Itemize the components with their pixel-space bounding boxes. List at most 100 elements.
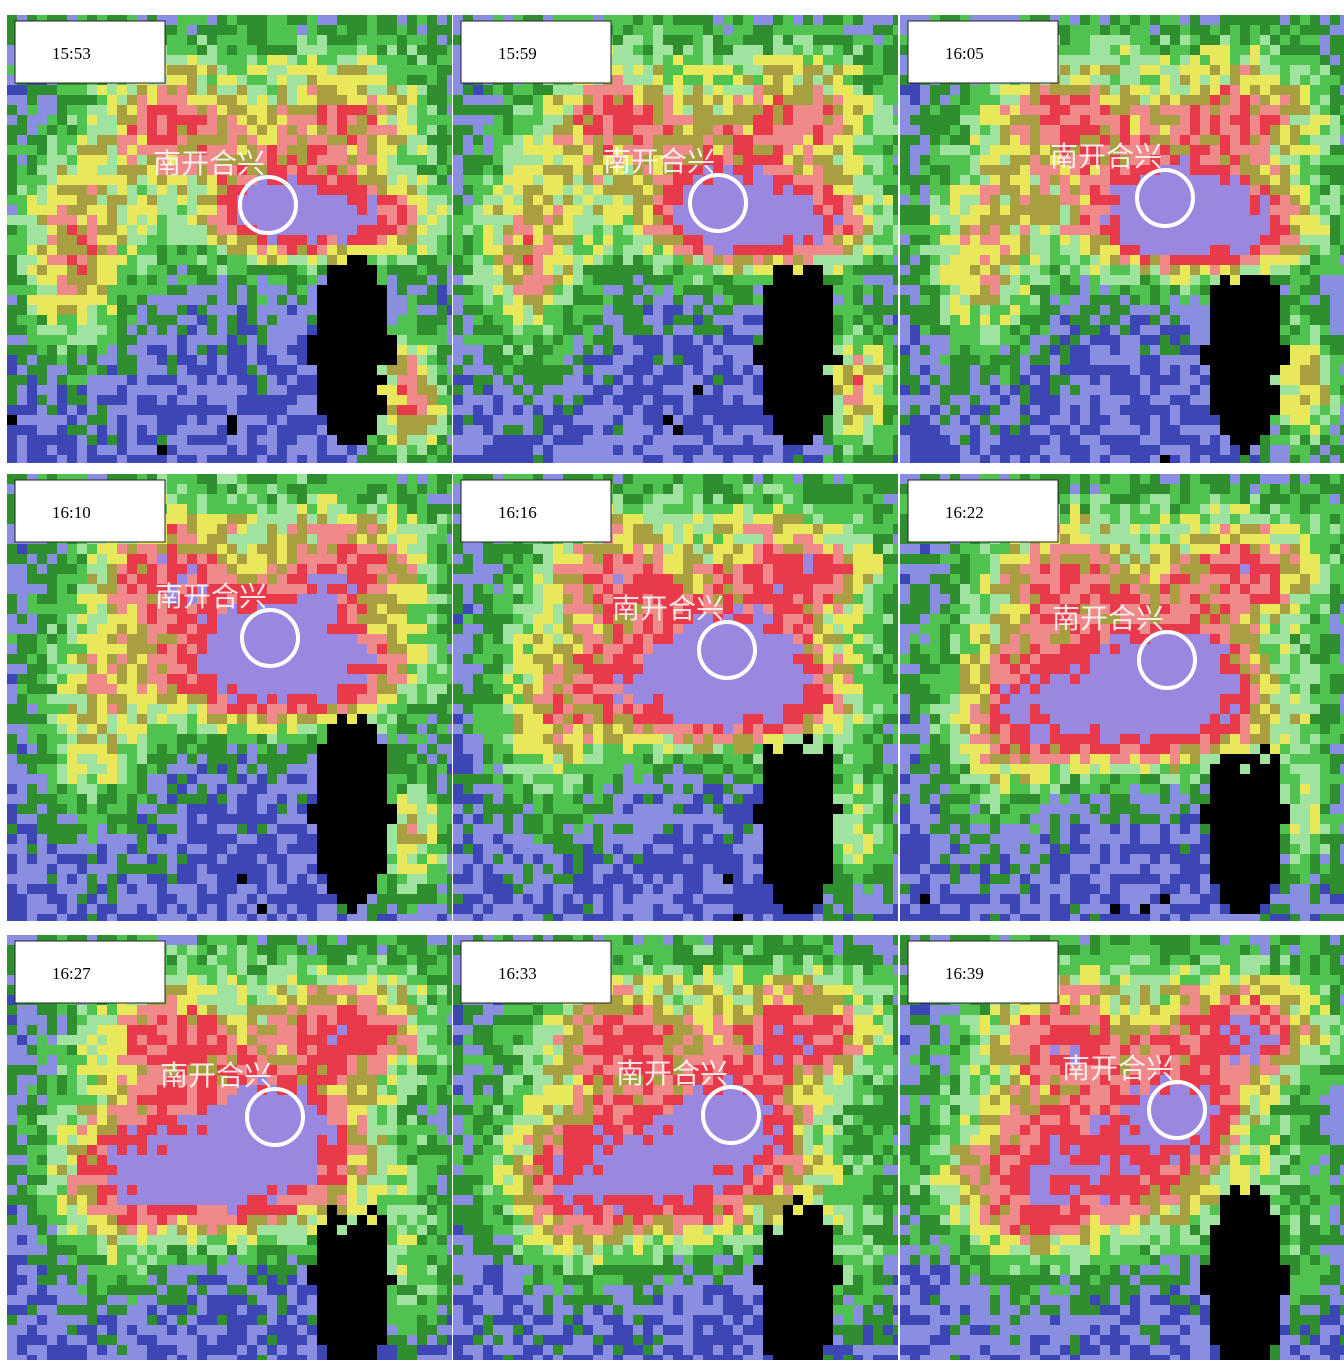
radar-cell xyxy=(1200,25,1210,35)
radar-cell xyxy=(653,155,663,165)
radar-cell xyxy=(1070,65,1080,75)
radar-cell xyxy=(27,185,37,195)
radar-cell xyxy=(940,205,950,215)
radar-cell xyxy=(277,215,287,225)
radar-cell xyxy=(990,145,1000,155)
radar-cell xyxy=(853,15,863,25)
radar-cell xyxy=(473,245,483,255)
radar-cell xyxy=(603,85,613,95)
radar-cell xyxy=(673,325,683,335)
radar-cell xyxy=(1130,155,1140,165)
radar-cell xyxy=(453,415,463,425)
radar-cell xyxy=(317,195,327,205)
radar-cell xyxy=(873,25,883,35)
radar-cell xyxy=(267,155,277,165)
radar-cell xyxy=(347,245,357,255)
radar-cell xyxy=(703,135,713,145)
radar-cell xyxy=(137,145,147,155)
radar-cell xyxy=(1230,125,1240,135)
highlight-circle xyxy=(238,175,298,235)
radar-cell xyxy=(783,115,793,125)
radar-cell xyxy=(563,255,573,265)
radar-cell xyxy=(843,285,853,295)
radar-cell xyxy=(823,285,833,295)
radar-cell xyxy=(873,395,883,405)
radar-cell xyxy=(573,305,583,315)
radar-cell xyxy=(7,125,17,135)
radar-cell xyxy=(733,245,743,255)
radar-cell xyxy=(593,85,603,95)
radar-cell xyxy=(307,15,317,25)
radar-cell xyxy=(127,225,137,235)
radar-cell xyxy=(397,145,407,155)
radar-cell xyxy=(763,205,773,215)
radar-cell xyxy=(513,415,523,425)
radar-cell xyxy=(763,105,773,115)
radar-cell xyxy=(1180,85,1190,95)
radar-cell xyxy=(307,325,317,335)
radar-cell xyxy=(437,95,447,105)
radar-cell xyxy=(1200,85,1210,95)
radar-cell xyxy=(187,385,197,395)
radar-cell xyxy=(653,385,663,395)
radar-cell xyxy=(523,105,533,115)
radar-cell xyxy=(843,165,853,175)
radar-cell xyxy=(387,205,397,215)
radar-cell xyxy=(733,455,743,463)
radar-cell xyxy=(1130,95,1140,105)
radar-cell xyxy=(307,235,317,245)
radar-cell xyxy=(833,15,843,25)
radar-cell xyxy=(427,135,437,145)
radar-cell xyxy=(613,265,623,275)
radar-cell xyxy=(543,285,553,295)
radar-cell xyxy=(157,145,167,155)
radar-cell xyxy=(893,325,898,335)
radar-cell xyxy=(307,255,317,265)
radar-cell xyxy=(347,375,357,385)
radar-cell xyxy=(893,75,898,85)
radar-cell xyxy=(297,265,307,275)
radar-cell xyxy=(1320,115,1330,125)
radar-cell xyxy=(930,195,940,205)
radar-cell xyxy=(1070,105,1080,115)
radar-cell xyxy=(347,45,357,55)
radar-cell xyxy=(803,255,813,265)
radar-cell xyxy=(483,445,493,455)
radar-cell xyxy=(377,425,387,435)
radar-cell xyxy=(823,155,833,165)
radar-cell xyxy=(447,15,452,25)
radar-cell xyxy=(1300,135,1310,145)
radar-cell xyxy=(793,105,803,115)
radar-cell xyxy=(583,375,593,385)
radar-cell xyxy=(1050,185,1060,195)
radar-cell xyxy=(693,285,703,295)
radar-cell xyxy=(593,115,603,125)
radar-cell xyxy=(673,155,683,165)
radar-cell xyxy=(683,455,693,463)
radar-cell xyxy=(503,175,513,185)
radar-cell xyxy=(793,235,803,245)
radar-cell xyxy=(237,305,247,315)
radar-cell xyxy=(1020,165,1030,175)
radar-cell xyxy=(217,175,227,185)
radar-cell xyxy=(643,205,653,215)
radar-cell xyxy=(483,415,493,425)
radar-cell xyxy=(940,95,950,105)
radar-cell xyxy=(397,385,407,395)
radar-cell xyxy=(1140,15,1150,25)
radar-cell xyxy=(287,325,297,335)
radar-cell xyxy=(287,85,297,95)
radar-cell xyxy=(823,315,833,325)
radar-cell xyxy=(1310,135,1320,145)
radar-cell xyxy=(447,245,452,255)
radar-cell xyxy=(377,325,387,335)
radar-cell xyxy=(813,265,823,275)
radar-cell xyxy=(407,85,417,95)
radar-cell xyxy=(493,435,503,445)
radar-cell xyxy=(307,135,317,145)
radar-cell xyxy=(437,275,447,285)
radar-cell xyxy=(47,445,57,455)
radar-cell xyxy=(1270,55,1280,65)
radar-cell xyxy=(187,145,197,155)
radar-cell xyxy=(753,415,763,425)
